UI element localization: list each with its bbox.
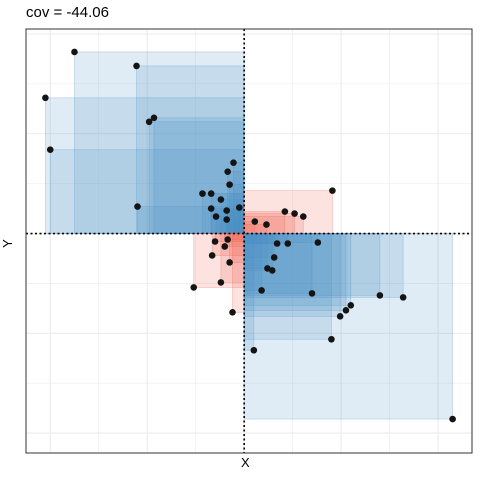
data-points <box>42 48 456 423</box>
chart-title: cov = -44.06 <box>26 4 109 21</box>
data-point <box>291 210 298 217</box>
data-point <box>336 313 344 320</box>
data-point <box>46 146 54 154</box>
data-point <box>347 302 355 309</box>
data-point <box>376 292 384 299</box>
data-point <box>224 168 231 175</box>
grid-layer <box>26 29 472 453</box>
data-point <box>207 190 215 197</box>
data-point <box>284 240 292 247</box>
negative-covariance-rect <box>227 171 245 234</box>
positive-covariance-rect <box>232 233 245 313</box>
data-point <box>399 294 407 301</box>
negative-covariance-rect <box>136 65 245 234</box>
data-point <box>211 238 219 245</box>
negative-covariance-rect <box>74 51 245 234</box>
data-point <box>273 240 281 247</box>
data-point <box>133 62 140 70</box>
data-point <box>224 236 231 243</box>
data-point <box>314 239 322 246</box>
x-axis-label: X <box>241 455 250 470</box>
data-point <box>207 205 215 212</box>
data-point <box>42 94 49 102</box>
data-point <box>212 213 220 220</box>
data-point <box>223 216 230 223</box>
panel-frame <box>25 28 473 454</box>
data-point <box>329 187 336 194</box>
data-point <box>281 208 289 215</box>
positive-covariance-rect <box>211 233 245 256</box>
negative-covariance-rect <box>243 233 453 420</box>
panel-background <box>26 29 472 453</box>
data-point <box>190 284 198 291</box>
data-point <box>199 190 206 197</box>
data-point <box>299 213 307 220</box>
data-point <box>342 307 350 314</box>
data-point <box>226 259 233 266</box>
data-point <box>145 118 153 126</box>
negative-covariance-rect <box>243 233 332 340</box>
data-point <box>268 267 276 274</box>
data-point <box>229 309 236 316</box>
positive-covariance-rect <box>193 233 245 288</box>
data-point <box>226 181 233 188</box>
data-point <box>221 243 229 250</box>
data-point <box>251 218 259 225</box>
positive-covariance-rect <box>243 190 333 234</box>
negative-covariance-rect <box>243 233 273 271</box>
negative-covariance-rect <box>153 117 245 234</box>
data-point <box>258 287 265 294</box>
data-point <box>236 204 243 211</box>
data-point <box>328 335 335 343</box>
data-point <box>71 48 78 56</box>
data-point <box>223 207 230 214</box>
positive-covariance-rect <box>229 233 245 263</box>
negative-covariance-rect <box>243 233 347 311</box>
mean-lines <box>26 29 472 453</box>
negative-covariance-rect <box>243 233 404 298</box>
data-point <box>270 254 278 261</box>
positive-covariance-rect <box>243 224 267 234</box>
data-point <box>230 159 237 166</box>
data-point <box>308 290 316 297</box>
data-point <box>449 415 456 423</box>
data-point <box>250 346 258 354</box>
data-point <box>217 279 225 286</box>
y-axis-label: Y <box>0 239 15 248</box>
data-point <box>208 252 216 259</box>
negative-covariance-rect <box>243 233 381 296</box>
negative-covariance-rect <box>148 121 245 234</box>
data-point <box>263 221 270 228</box>
negative-covariance-rect <box>243 233 319 243</box>
data-point <box>217 196 225 203</box>
data-point <box>150 114 158 122</box>
data-point <box>134 203 141 210</box>
negative-covariance-rect <box>226 219 245 234</box>
